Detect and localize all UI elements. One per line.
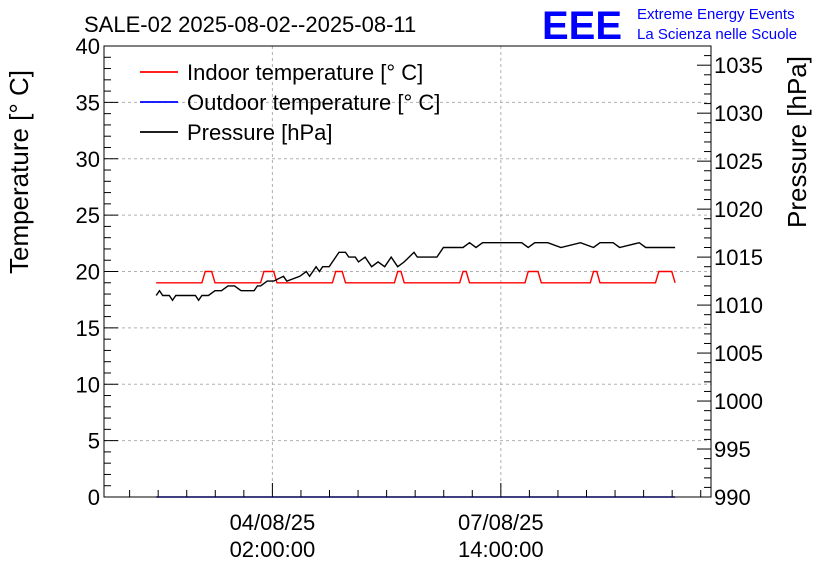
left-tick-label: 40	[76, 34, 100, 59]
legend-label-1: Outdoor temperature [° C]	[187, 90, 440, 115]
right-tick-label: 1025	[714, 149, 763, 174]
right-tick-label: 990	[714, 485, 751, 510]
series-line-0	[156, 270, 676, 284]
left-axis-ticks: 0 5 10 15 20 25 30 35 40	[76, 34, 118, 510]
eee-logo-line1: Extreme Energy Events	[637, 6, 795, 23]
right-tick-label: 995	[714, 437, 751, 462]
right-axis-label: Pressure [hPa]	[782, 56, 812, 228]
eee-logo-mark: EEE	[542, 4, 622, 48]
right-tick-label: 1035	[714, 53, 763, 78]
left-axis-label: Temperature [° C]	[4, 70, 34, 274]
chart-title: SALE-02 2025-08-02--2025-08-11	[84, 12, 416, 37]
eee-logo: EEE Extreme Energy Events La Scienza nel…	[542, 4, 797, 48]
series-line-2	[155, 241, 676, 302]
left-tick-label: 15	[76, 316, 100, 341]
right-tick-label: 1020	[714, 197, 763, 222]
left-tick-label: 5	[88, 429, 100, 454]
x-tick-time-label: 14:00:00	[458, 537, 544, 562]
left-tick-label: 30	[76, 147, 100, 172]
grid-lines	[104, 46, 711, 497]
left-tick-label: 20	[76, 260, 100, 285]
left-tick-label: 0	[88, 485, 100, 510]
left-tick-label: 35	[76, 90, 100, 115]
right-axis-ticks: 990 995 1000 1005 1010 1015 1020 1025 1030 1035	[697, 53, 763, 510]
x-tick-date-label: 07/08/25	[458, 510, 544, 535]
left-tick-label: 25	[76, 203, 100, 228]
eee-logo-line2: La Scienza nelle Scuole	[637, 26, 797, 43]
right-tick-label: 1000	[714, 389, 763, 414]
left-tick-label: 10	[76, 372, 100, 397]
x-tick-time-label: 02:00:00	[230, 537, 316, 562]
right-tick-label: 1010	[714, 293, 763, 318]
right-tick-label: 1005	[714, 341, 763, 366]
legend-label-0: Indoor temperature [° C]	[187, 60, 423, 85]
right-tick-label: 1015	[714, 245, 763, 270]
legend: Indoor temperature [° C] Outdoor temperat…	[140, 60, 440, 145]
x-tick-date-label: 04/08/25	[230, 510, 316, 535]
right-tick-label: 1030	[714, 101, 763, 126]
legend-label-2: Pressure [hPa]	[187, 120, 333, 145]
